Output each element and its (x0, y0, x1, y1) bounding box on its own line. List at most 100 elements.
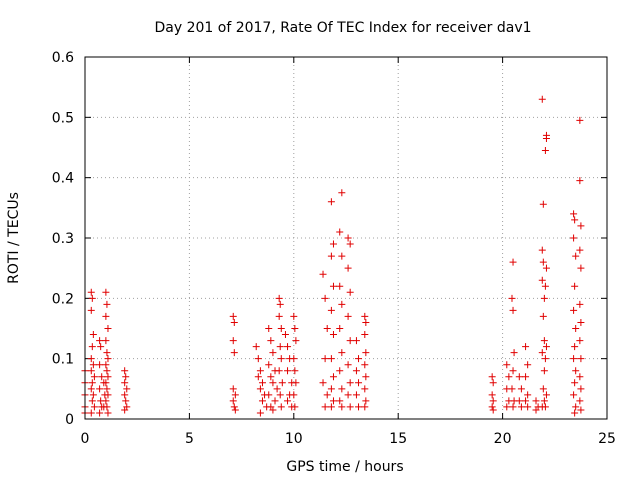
data-point (576, 300, 584, 308)
data-point (346, 240, 354, 248)
data-point (515, 373, 523, 381)
data-point (121, 367, 129, 375)
data-point (97, 343, 105, 351)
data-point (542, 391, 550, 399)
data-point (104, 325, 112, 332)
data-point (577, 222, 585, 230)
data-point (572, 367, 580, 375)
data-point (273, 385, 281, 393)
data-point (542, 343, 550, 351)
data-point (231, 391, 239, 399)
data-point (576, 246, 584, 254)
data-point (277, 403, 285, 411)
data-point (541, 282, 549, 290)
data-point (329, 240, 337, 248)
data-point (267, 337, 275, 345)
data-point (90, 403, 98, 411)
data-point (230, 403, 238, 411)
data-point (509, 258, 517, 266)
y-tick-label: 0.4 (52, 171, 74, 187)
data-point (541, 355, 549, 363)
data-point (517, 403, 525, 411)
data-point (570, 306, 578, 314)
data-point (540, 367, 548, 375)
data-point (269, 379, 277, 387)
data-point (290, 312, 298, 320)
data-point (538, 349, 546, 357)
data-point (577, 355, 585, 363)
data-point (361, 403, 369, 411)
data-point (321, 403, 329, 411)
x-tick-label: 0 (81, 431, 90, 447)
data-point (532, 397, 540, 405)
data-point (540, 397, 548, 405)
data-point (540, 337, 548, 345)
axis-ticks: 0 5 10 15 20 25 0 0.1 0.2 0.3 0.4 0.5 0.6 (52, 50, 616, 447)
data-point (276, 391, 284, 399)
data-point (102, 361, 110, 369)
data-point (265, 391, 273, 399)
data-point (103, 367, 111, 375)
data-point (522, 397, 530, 405)
plot-frame (84, 56, 608, 420)
data-point (292, 337, 300, 345)
data-point (277, 325, 285, 332)
data-point (355, 403, 363, 411)
data-point (229, 312, 237, 320)
data-point (508, 294, 516, 302)
data-point (524, 361, 532, 369)
data-point (570, 210, 578, 218)
data-point (96, 409, 104, 417)
data-point (102, 312, 110, 320)
data-point (338, 385, 346, 393)
data-point (281, 331, 289, 339)
data-point (542, 134, 550, 142)
data-point (123, 385, 131, 393)
data-point (103, 385, 111, 393)
data-point (572, 325, 580, 332)
data-point (96, 337, 104, 345)
data-point (488, 373, 496, 381)
data-points (81, 95, 585, 417)
data-point (505, 373, 513, 381)
data-point (362, 373, 370, 381)
data-point (100, 379, 108, 387)
y-tick-label: 0.5 (52, 110, 74, 126)
data-point (540, 294, 548, 302)
data-point (327, 198, 335, 206)
data-point (346, 379, 354, 387)
data-point (269, 406, 277, 414)
data-point (122, 397, 130, 405)
data-point (104, 355, 112, 363)
data-point (329, 397, 337, 405)
data-point (503, 403, 511, 411)
data-point (336, 228, 344, 236)
y-tick-label: 0 (65, 412, 74, 428)
data-point (102, 288, 110, 296)
data-point (503, 361, 511, 369)
x-tick-label: 10 (285, 431, 303, 447)
data-point (338, 349, 346, 357)
data-point (576, 397, 584, 405)
data-point (89, 331, 97, 339)
data-point (121, 379, 129, 387)
data-point (576, 177, 584, 185)
data-point (352, 391, 360, 399)
data-point (539, 312, 547, 320)
data-point (327, 385, 335, 393)
data-point (291, 403, 299, 411)
data-point (355, 379, 363, 387)
data-point (96, 385, 104, 393)
data-point (489, 397, 497, 405)
data-point (361, 331, 369, 339)
data-point (361, 385, 369, 393)
data-point (577, 385, 585, 393)
data-point (329, 373, 337, 381)
data-point (327, 355, 335, 363)
data-point (571, 409, 579, 417)
data-point (269, 349, 277, 357)
data-point (539, 385, 547, 393)
data-point (344, 391, 352, 399)
data-point (275, 294, 283, 302)
